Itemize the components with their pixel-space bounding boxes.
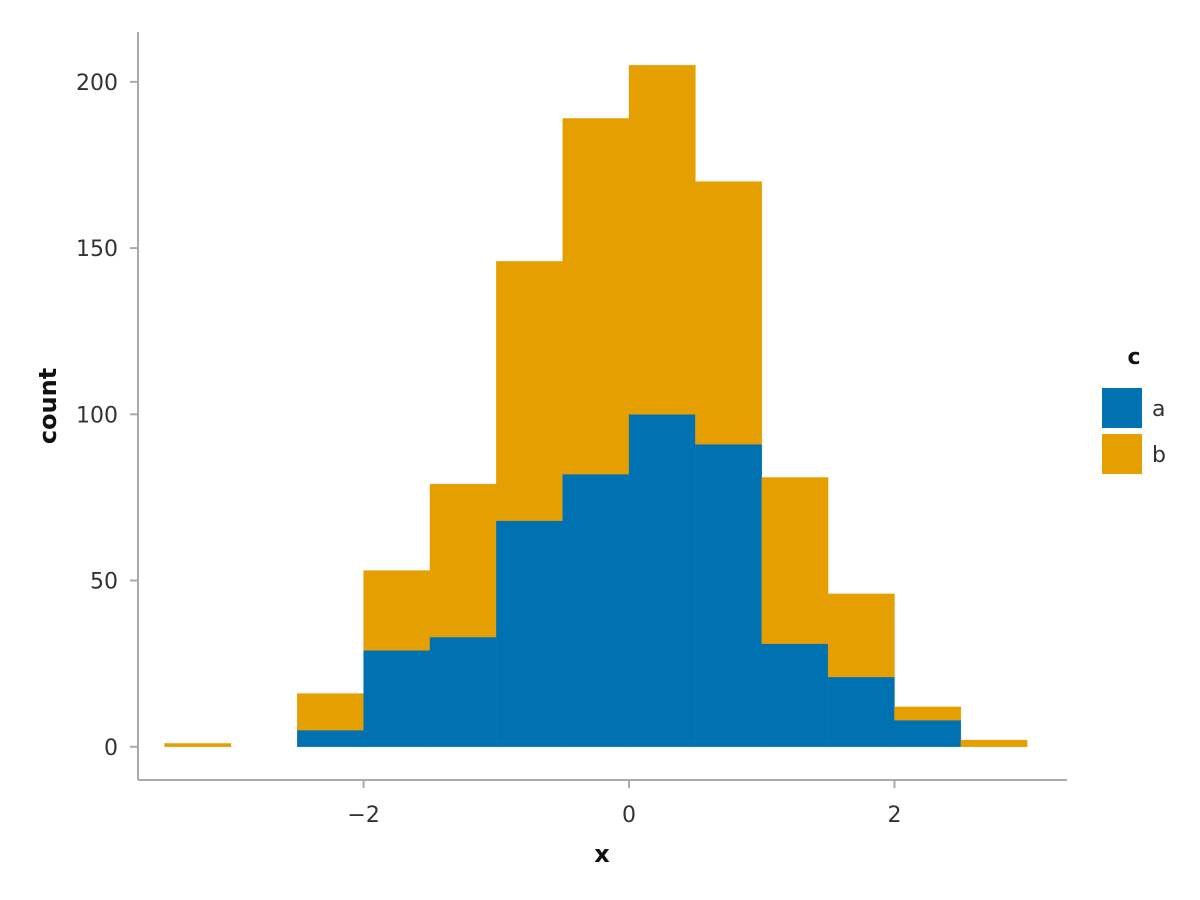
x-tick-label: 0 [622, 803, 636, 828]
bar-a-bin-3 [363, 650, 431, 748]
y-tick-label: 0 [104, 736, 118, 761]
bar-a-bin-10 [827, 676, 895, 748]
bar-b-bin-9 [761, 477, 829, 644]
bar-a-bin-5 [496, 520, 563, 748]
bar-b-bin-12 [960, 739, 1028, 748]
legend-swatch-b [1102, 434, 1142, 474]
bar-b-bin-10 [827, 593, 895, 678]
y-tick-label: 50 [90, 570, 118, 595]
bar-a-bin-7 [628, 414, 696, 748]
bar-b-bin-5 [496, 261, 563, 521]
bars-group [164, 64, 1028, 748]
x-axis-title: x [594, 840, 610, 868]
bar-a-bin-6 [562, 473, 630, 748]
x-tick-label: −2 [347, 803, 379, 828]
bar-a-bin-11 [894, 719, 962, 748]
legend-title: c [1127, 345, 1140, 370]
legend-label-b: b [1152, 443, 1166, 468]
y-axis-title: count [34, 368, 62, 444]
bar-b-bin-8 [695, 181, 763, 445]
bar-a-bin-4 [429, 636, 497, 748]
bar-a-bin-2 [296, 729, 364, 748]
x-tick-label: 2 [887, 803, 901, 828]
y-tick-label: 100 [76, 403, 118, 428]
y-ticks: 0 50 100 150 200 [76, 71, 138, 761]
bar-b-bin-6 [562, 118, 630, 475]
bar-a-bin-9 [761, 643, 829, 748]
bar-b-bin-2 [296, 693, 364, 731]
bar-b-bin-0 [164, 743, 232, 748]
bar-b-bin-11 [894, 706, 962, 721]
bar-b-bin-7 [628, 64, 696, 415]
legend-swatch-a [1102, 388, 1142, 428]
bar-b-bin-3 [363, 570, 431, 651]
bar-b-bin-4 [429, 483, 497, 638]
y-tick-label: 150 [76, 237, 118, 262]
legend-label-a: a [1152, 397, 1165, 422]
x-ticks: −2 0 2 [347, 780, 901, 828]
bar-a-bin-8 [695, 443, 763, 748]
y-tick-label: 200 [76, 71, 118, 96]
legend: c a b [1102, 345, 1166, 474]
